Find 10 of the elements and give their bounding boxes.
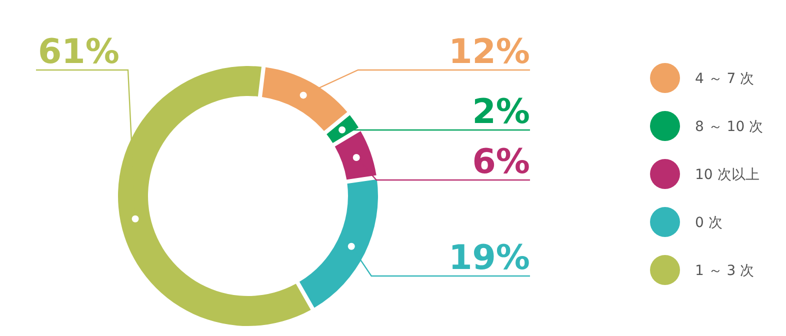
data-label: 61%: [38, 32, 120, 72]
data-label: 6%: [472, 142, 530, 182]
legend-label: 0 次: [695, 215, 722, 231]
data-label: 2%: [472, 92, 530, 132]
data-label: 12%: [448, 32, 530, 72]
legend-label: 4 ～ 7 次: [695, 71, 754, 87]
legend-label: 10 次以上: [695, 167, 760, 183]
data-label: 19%: [448, 238, 530, 278]
legend-label: 8 ～ 10 次: [695, 119, 764, 135]
legend-label: 1 ～ 3 次: [695, 263, 754, 279]
